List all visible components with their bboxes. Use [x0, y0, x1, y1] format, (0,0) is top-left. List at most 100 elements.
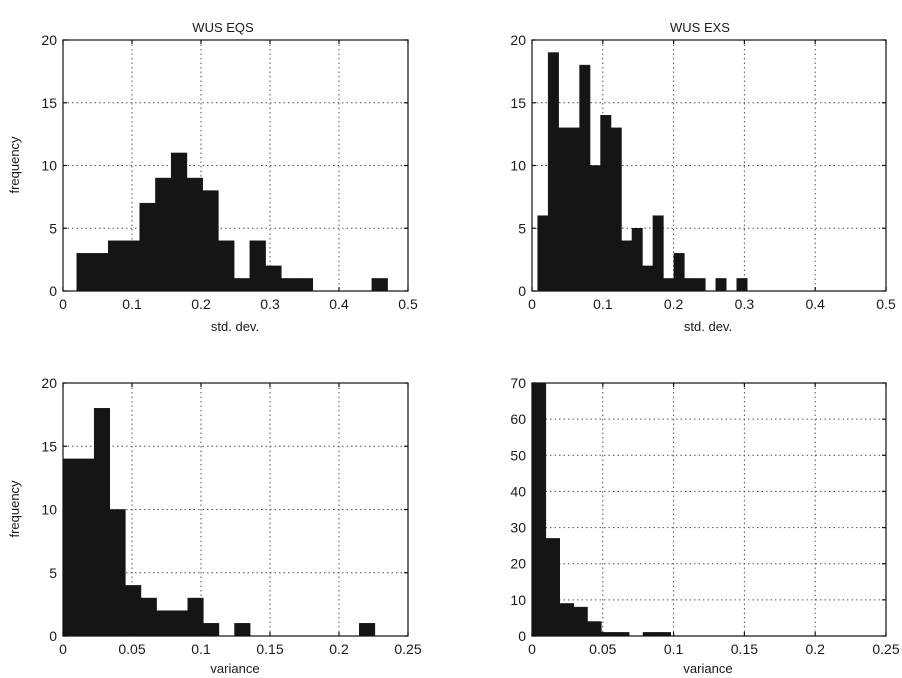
chart-title: WUS EQS — [192, 20, 254, 35]
histogram-bar — [234, 623, 251, 637]
histogram-bar — [600, 115, 612, 292]
y-tick-label: 15 — [41, 438, 57, 454]
histogram-bar — [621, 240, 633, 292]
histogram-bar — [249, 240, 266, 292]
x-tick-label: 0.4 — [805, 296, 825, 312]
histogram-bar — [545, 538, 561, 637]
y-tick-label: 10 — [41, 502, 57, 518]
y-tick-label: 50 — [510, 447, 526, 463]
y-tick-label: 5 — [49, 220, 57, 236]
y-tick-label: 20 — [41, 375, 57, 391]
histogram-bar — [573, 606, 588, 637]
histogram-bar — [62, 458, 79, 637]
histogram-wus-exs: WUS EXS 0 0.1 0.2 0.3 0.4 0.5 0 5 10 15 20 std. de… — [510, 20, 896, 334]
x-tick-label: 0.2 — [805, 641, 825, 657]
histogram-eqs-variance: 0 0.05 0.1 0.15 0.2 0.25 0 5 10 15 20 variance fre… — [7, 375, 422, 676]
x-axis-label: variance — [683, 661, 732, 676]
x-tick-label: 0.2 — [664, 296, 684, 312]
histogram-bar — [610, 127, 622, 292]
histogram-bar — [371, 278, 388, 292]
histogram-bar — [123, 240, 140, 292]
x-tick-label: 0 — [528, 641, 536, 657]
histogram-bar — [715, 278, 727, 292]
x-tick-label: 0.1 — [593, 296, 613, 312]
x-tick-label: 0.2 — [191, 296, 211, 312]
y-axis-label: frequency — [7, 480, 22, 538]
y-tick-label: 30 — [510, 520, 526, 536]
histogram-bar — [652, 215, 664, 292]
histogram-bar — [736, 278, 748, 292]
x-tick-label: 0 — [59, 641, 67, 657]
x-tick-label: 0.1 — [664, 641, 684, 657]
x-tick-label: 0.15 — [731, 641, 758, 657]
histogram-exs-variance: 0 0.05 0.1 0.15 0.2 0.25 0 10 20 30 40 50 60 70 varia… — [510, 375, 899, 676]
y-tick-label: 60 — [510, 411, 526, 427]
y-tick-label: 0 — [518, 283, 526, 299]
histogram-bar — [108, 240, 125, 292]
y-tick-label: 70 — [510, 375, 526, 391]
histogram-bar — [579, 64, 591, 292]
y-tick-label: 40 — [510, 483, 526, 499]
histogram-bar — [568, 127, 580, 292]
histogram-bar — [547, 52, 559, 292]
histogram-bar — [187, 597, 204, 637]
histogram-bar — [631, 228, 643, 292]
y-tick-label: 5 — [49, 565, 57, 581]
histogram-bar — [296, 278, 314, 292]
histogram-bar — [203, 623, 220, 637]
chart-title: WUS EXS — [670, 20, 730, 35]
histogram-bar — [694, 278, 706, 292]
histogram-bar — [76, 253, 93, 292]
histogram-bar — [78, 458, 95, 637]
x-tick-label: 0.2 — [329, 641, 349, 657]
x-tick-label: 0.4 — [329, 296, 349, 312]
histogram-bar — [156, 610, 173, 637]
histogram-bar — [587, 621, 602, 637]
histogram-bar — [109, 509, 126, 637]
y-tick-label: 15 — [41, 95, 57, 111]
histogram-bar — [589, 165, 601, 292]
histogram-bar — [171, 610, 189, 637]
x-tick-label: 0.15 — [256, 641, 283, 657]
y-tick-label: 20 — [510, 32, 526, 48]
y-tick-label: 10 — [510, 158, 526, 174]
histogram-bar — [265, 265, 282, 292]
histogram-bar — [170, 152, 188, 292]
x-tick-label: 0.05 — [589, 641, 616, 657]
y-tick-label: 5 — [518, 220, 526, 236]
y-tick-label: 0 — [518, 628, 526, 644]
y-tick-label: 15 — [510, 95, 526, 111]
histogram-bar — [140, 597, 157, 637]
histogram-bar — [218, 240, 235, 292]
x-axis-label: std. dev. — [211, 319, 259, 334]
y-axis-label: frequency — [7, 136, 22, 194]
histogram-bar — [537, 215, 549, 292]
x-tick-label: 0.25 — [394, 641, 421, 657]
y-tick-label: 20 — [510, 556, 526, 572]
histogram-bar — [92, 253, 109, 292]
histogram-bar — [125, 585, 142, 637]
x-tick-label: 0.5 — [398, 296, 418, 312]
y-tick-label: 20 — [41, 32, 57, 48]
x-axis-label: std. dev. — [684, 319, 732, 334]
histogram-bar — [684, 278, 696, 292]
histogram-bar — [558, 127, 570, 292]
histogram-bar — [186, 177, 203, 292]
histogram-bar — [281, 278, 298, 292]
histogram-bar — [139, 202, 156, 292]
histogram-bar — [359, 623, 376, 637]
x-tick-label: 0.3 — [260, 296, 280, 312]
histogram-bar — [559, 603, 574, 637]
histogram-bar — [531, 382, 547, 637]
plot-frame — [531, 382, 887, 637]
x-tick-label: 0.1 — [122, 296, 142, 312]
histogram-bar — [93, 408, 111, 637]
x-tick-label: 0.1 — [191, 641, 211, 657]
y-tick-label: 10 — [41, 158, 57, 174]
histogram-bar — [663, 278, 675, 292]
histogram-bar — [233, 278, 251, 292]
histogram-bar — [673, 253, 685, 292]
y-tick-label: 0 — [49, 628, 57, 644]
y-tick-label: 0 — [49, 283, 57, 299]
